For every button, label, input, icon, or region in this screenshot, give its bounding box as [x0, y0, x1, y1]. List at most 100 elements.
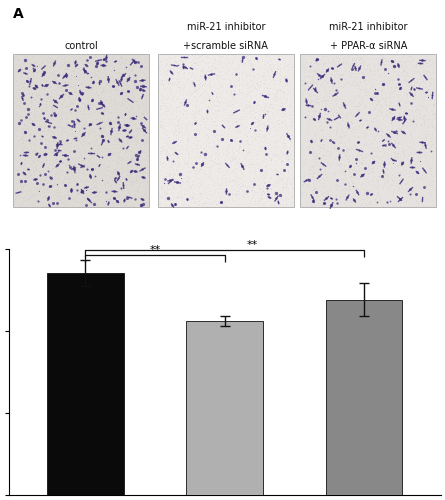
Point	[178, 133, 186, 141]
Point	[24, 184, 31, 192]
Point	[421, 56, 428, 64]
Point	[344, 57, 351, 65]
Point	[159, 158, 166, 166]
Point	[379, 135, 386, 143]
Point	[195, 184, 202, 192]
Point	[402, 90, 409, 98]
Point	[57, 152, 64, 160]
Point	[200, 67, 207, 75]
Point	[333, 124, 340, 132]
Point	[346, 182, 353, 190]
Point	[412, 190, 419, 198]
Point	[135, 157, 142, 165]
Point	[44, 198, 51, 205]
Point	[227, 136, 234, 144]
Point	[246, 124, 253, 132]
Point	[57, 194, 65, 202]
Point	[173, 114, 180, 122]
Point	[230, 55, 237, 63]
Point	[235, 164, 242, 172]
Point	[32, 146, 39, 154]
Point	[21, 128, 28, 136]
Point	[30, 169, 37, 177]
Point	[361, 104, 368, 112]
Point	[203, 138, 210, 145]
Point	[228, 114, 235, 122]
Point	[193, 202, 200, 209]
Point	[242, 155, 249, 163]
Point	[158, 193, 166, 201]
Point	[357, 120, 364, 128]
Point	[69, 128, 76, 136]
Point	[103, 104, 110, 112]
Point	[322, 96, 329, 104]
Point	[227, 122, 234, 130]
Point	[377, 103, 384, 111]
Point	[364, 84, 371, 92]
Point	[352, 172, 359, 179]
Point	[41, 140, 49, 148]
Point	[412, 138, 419, 146]
Point	[279, 74, 286, 82]
Point	[175, 84, 182, 92]
Point	[306, 114, 313, 122]
Point	[367, 85, 374, 93]
Point	[55, 182, 62, 190]
Point	[317, 73, 324, 81]
Point	[105, 147, 112, 155]
Point	[381, 81, 388, 89]
Point	[157, 158, 164, 166]
Point	[60, 148, 67, 156]
Point	[268, 108, 275, 116]
Point	[113, 134, 121, 142]
Point	[264, 90, 271, 98]
Point	[107, 196, 114, 203]
Point	[424, 130, 431, 138]
Point	[306, 112, 313, 120]
Point	[251, 99, 258, 107]
Point	[328, 70, 335, 78]
Point	[57, 113, 65, 121]
Point	[260, 170, 267, 178]
Point	[137, 142, 144, 150]
Point	[405, 88, 413, 96]
Point	[170, 168, 177, 176]
Point	[311, 134, 318, 142]
Point	[225, 154, 232, 162]
Point	[88, 160, 95, 168]
Point	[237, 184, 244, 192]
Point	[361, 165, 368, 173]
Point	[144, 84, 151, 92]
Point	[409, 173, 416, 181]
Point	[20, 164, 28, 172]
Point	[173, 104, 180, 112]
Point	[384, 171, 391, 179]
Point	[321, 194, 328, 202]
Point	[274, 196, 281, 204]
Point	[115, 174, 122, 182]
Point	[317, 201, 324, 209]
Point	[85, 140, 93, 148]
Point	[164, 74, 171, 82]
Point	[74, 190, 81, 198]
Point	[388, 83, 395, 91]
Point	[378, 167, 385, 175]
Point	[370, 60, 377, 68]
Point	[86, 148, 93, 156]
Point	[355, 167, 362, 175]
Point	[308, 54, 316, 62]
Point	[324, 58, 332, 66]
Point	[185, 62, 192, 70]
Point	[28, 108, 35, 116]
Point	[273, 178, 280, 186]
Point	[266, 88, 273, 96]
Point	[399, 144, 406, 152]
Point	[394, 176, 401, 184]
Point	[230, 106, 237, 114]
Point	[174, 103, 181, 111]
Point	[342, 123, 349, 131]
Point	[61, 175, 68, 183]
Point	[384, 131, 391, 139]
Point	[364, 163, 372, 171]
Point	[175, 124, 182, 132]
